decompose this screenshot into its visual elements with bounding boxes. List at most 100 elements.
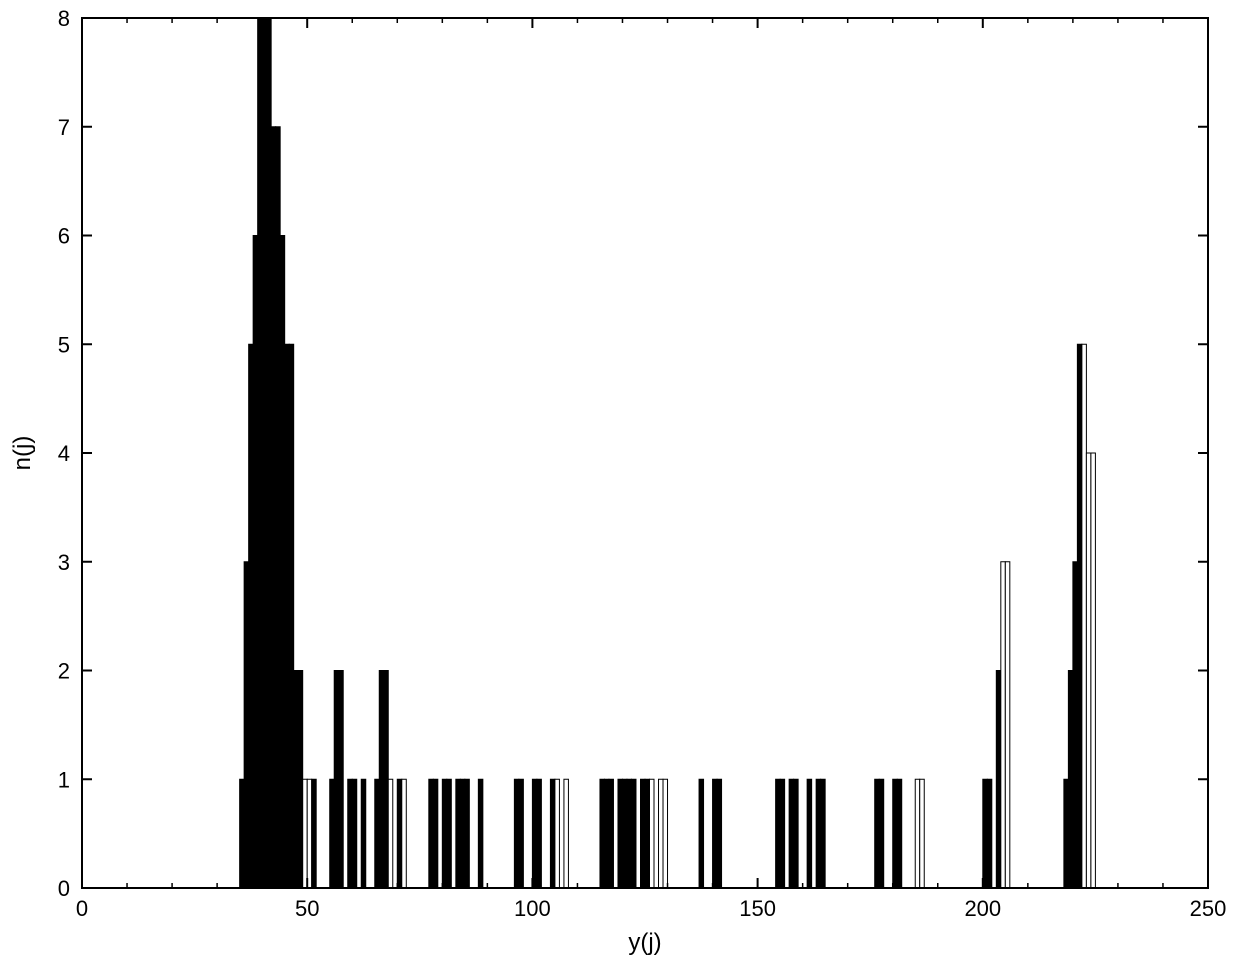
histogram-bar <box>429 779 434 888</box>
histogram-bar <box>339 671 344 889</box>
histogram-bar <box>794 779 799 888</box>
histogram-bar <box>249 344 254 888</box>
histogram-bar <box>699 779 704 888</box>
histogram-bar <box>996 671 1001 889</box>
histogram-bar <box>663 779 668 888</box>
histogram-bar <box>460 779 465 888</box>
histogram-bar <box>537 779 542 888</box>
histogram-bar <box>776 779 781 888</box>
histogram-bar <box>456 779 461 888</box>
histogram-bar <box>879 779 884 888</box>
histogram-bar <box>379 671 384 889</box>
histogram-bar <box>244 562 249 888</box>
histogram-bar <box>258 18 263 888</box>
histogram-bar <box>289 344 294 888</box>
y-tick-label: 6 <box>58 224 70 249</box>
histogram-bar <box>442 779 447 888</box>
x-tick-label: 0 <box>76 896 88 921</box>
histogram-bar <box>253 236 258 889</box>
histogram-bar <box>276 127 281 888</box>
histogram-bar <box>1064 779 1069 888</box>
histogram-bar <box>514 779 519 888</box>
histogram-bar <box>312 779 317 888</box>
histogram-bar <box>1073 562 1078 888</box>
y-axis-label: n(j) <box>9 436 36 471</box>
histogram-bar <box>519 779 524 888</box>
histogram-bar <box>285 344 290 888</box>
histogram-bar <box>303 779 308 888</box>
histogram-bar <box>604 779 609 888</box>
histogram-bar <box>271 127 276 888</box>
histogram-bar <box>402 779 407 888</box>
chart-container: 050100150200250012345678y(j)n(j) <box>0 0 1240 977</box>
histogram-bar <box>622 779 627 888</box>
histogram-bar <box>816 779 821 888</box>
histogram-bar <box>1005 562 1010 888</box>
histogram-bar <box>294 671 299 889</box>
y-tick-label: 2 <box>58 659 70 684</box>
x-tick-label: 100 <box>514 896 551 921</box>
histogram-bar <box>348 779 353 888</box>
histogram-bar <box>987 779 992 888</box>
histogram-bar <box>267 18 272 888</box>
y-tick-label: 3 <box>58 550 70 575</box>
histogram-bar <box>650 779 655 888</box>
histogram-bar <box>397 779 402 888</box>
histogram-bar <box>641 779 646 888</box>
y-tick-label: 0 <box>58 876 70 901</box>
histogram-bar <box>780 779 785 888</box>
y-tick-label: 4 <box>58 441 70 466</box>
histogram-bar <box>659 779 664 888</box>
y-tick-label: 1 <box>58 767 70 792</box>
histogram-bar <box>821 779 826 888</box>
histogram-bar <box>352 779 357 888</box>
histogram-bar <box>388 779 393 888</box>
histogram-bar <box>298 671 303 889</box>
histogram-bar <box>807 779 812 888</box>
histogram-bar <box>1086 453 1091 888</box>
histogram-bar <box>334 671 339 889</box>
histogram-bar <box>375 779 380 888</box>
histogram-bar <box>897 779 902 888</box>
x-tick-label: 250 <box>1190 896 1227 921</box>
histogram-bar <box>713 779 718 888</box>
histogram-bar <box>789 779 794 888</box>
histogram-bar <box>361 779 366 888</box>
histogram-bar <box>645 779 650 888</box>
histogram-bar <box>1091 453 1096 888</box>
y-tick-label: 7 <box>58 115 70 140</box>
histogram-bar <box>384 671 389 889</box>
histogram-bar <box>1001 562 1006 888</box>
histogram-chart: 050100150200250012345678y(j)n(j) <box>0 0 1240 977</box>
x-axis-label: y(j) <box>628 929 661 956</box>
histogram-bar <box>920 779 925 888</box>
histogram-bar <box>983 779 988 888</box>
histogram-bar <box>280 236 285 889</box>
histogram-bar <box>447 779 452 888</box>
histogram-bar <box>1077 344 1082 888</box>
histogram-bar <box>550 779 555 888</box>
histogram-bar <box>1082 344 1087 888</box>
histogram-bar <box>262 18 267 888</box>
x-tick-label: 200 <box>964 896 1001 921</box>
histogram-bar <box>532 779 537 888</box>
x-tick-label: 150 <box>739 896 776 921</box>
histogram-bar <box>915 779 920 888</box>
histogram-bar <box>465 779 470 888</box>
x-tick-label: 50 <box>295 896 319 921</box>
histogram-bar <box>717 779 722 888</box>
histogram-bar <box>433 779 438 888</box>
histogram-bar <box>555 779 560 888</box>
histogram-bar <box>893 779 898 888</box>
y-tick-label: 5 <box>58 332 70 357</box>
histogram-bar <box>330 779 335 888</box>
histogram-bar <box>609 779 614 888</box>
histogram-bar <box>627 779 632 888</box>
histogram-bar <box>564 779 569 888</box>
histogram-bar <box>240 779 245 888</box>
histogram-bar <box>478 779 483 888</box>
histogram-bar <box>307 779 312 888</box>
histogram-bar <box>875 779 880 888</box>
histogram-bar <box>631 779 636 888</box>
histogram-bar <box>600 779 605 888</box>
